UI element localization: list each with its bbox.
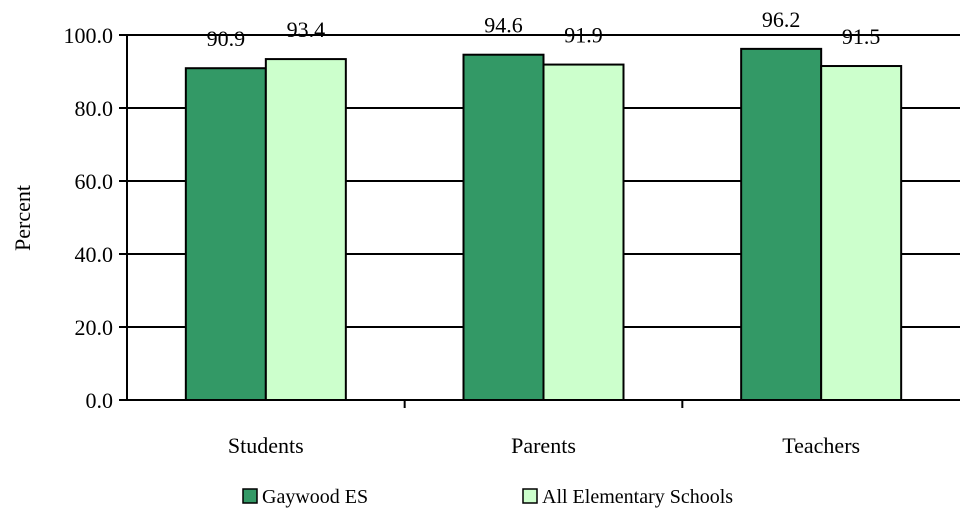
y-tick-label: 20.0 <box>75 315 114 340</box>
legend-item-all-elementary-schools: All Elementary Schools <box>522 486 733 508</box>
data-label: 94.6 <box>484 13 523 38</box>
axes: 0.0 20.0 40.0 60.0 80.0 100.0 Students Parents T… <box>64 23 960 458</box>
y-tick-label: 60.0 <box>75 169 114 194</box>
bar-all-elementary-schools <box>264 58 347 402</box>
data-label: 96.2 <box>762 7 801 32</box>
bar-all-elementary-schools <box>820 65 903 402</box>
y-tick-label: 80.0 <box>75 96 114 121</box>
y-axis-title: Percent <box>10 185 35 251</box>
legend-swatch <box>242 488 258 504</box>
y-tick-label: 100.0 <box>64 23 114 48</box>
bar-all-elementary-schools <box>542 63 625 401</box>
x-category-label: Teachers <box>782 433 860 458</box>
legend-swatch <box>522 488 538 504</box>
x-category-label: Students <box>228 433 304 458</box>
y-tick-label: 40.0 <box>75 242 114 267</box>
legend-label: Gaywood ES <box>262 486 368 508</box>
y-tick-label: 0.0 <box>86 388 114 413</box>
data-label: 91.5 <box>842 24 881 49</box>
bar-gaywood-es <box>462 53 545 402</box>
data-labels: 90.9 93.4 94.6 91.9 96.2 91.5 <box>207 7 881 51</box>
legend: Gaywood ES All Elementary Schools <box>242 486 733 508</box>
data-label: 93.4 <box>287 17 326 42</box>
legend-item-gaywood-es: Gaywood ES <box>242 486 368 508</box>
bar-gaywood-es <box>184 67 267 401</box>
data-label: 90.9 <box>207 26 246 51</box>
bars <box>184 47 903 402</box>
data-label: 91.9 <box>564 23 603 48</box>
bar-gaywood-es <box>740 47 823 402</box>
legend-label: All Elementary Schools <box>542 486 733 508</box>
x-category-label: Parents <box>511 433 576 458</box>
